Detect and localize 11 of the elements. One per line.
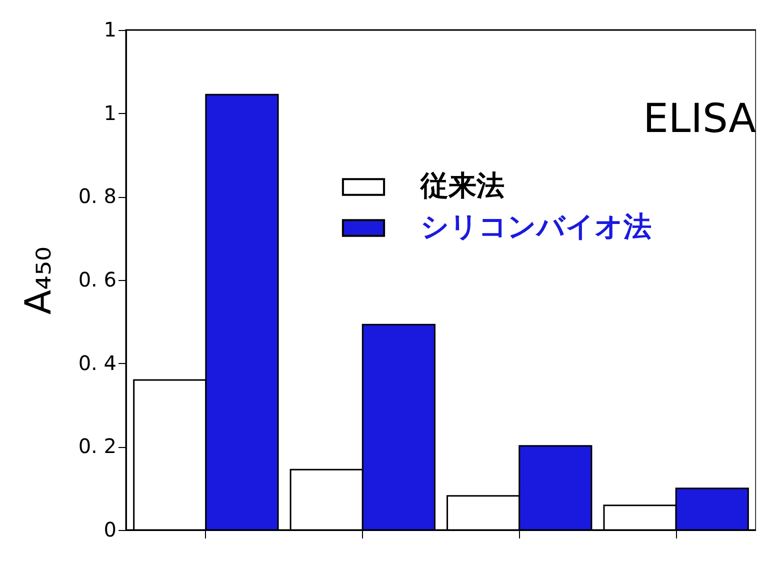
y-tick-label: 0. 2 bbox=[78, 434, 116, 458]
y-tick-label: 1 bbox=[104, 18, 116, 42]
text: ELISA bbox=[643, 96, 757, 142]
legend-label: シリコンバイオ法 bbox=[420, 210, 652, 243]
y-tick-label: 0. 8 bbox=[78, 184, 116, 208]
y-tick-label: 0. 6 bbox=[78, 268, 116, 292]
legend-label: 従来法 bbox=[420, 169, 504, 202]
y-tick-label: 1 bbox=[104, 100, 116, 125]
y-tick-label: 0. 4 bbox=[78, 350, 116, 375]
y-tick-label: 0 bbox=[104, 518, 116, 542]
y-axis-title: A₄₅₀ bbox=[18, 246, 60, 314]
